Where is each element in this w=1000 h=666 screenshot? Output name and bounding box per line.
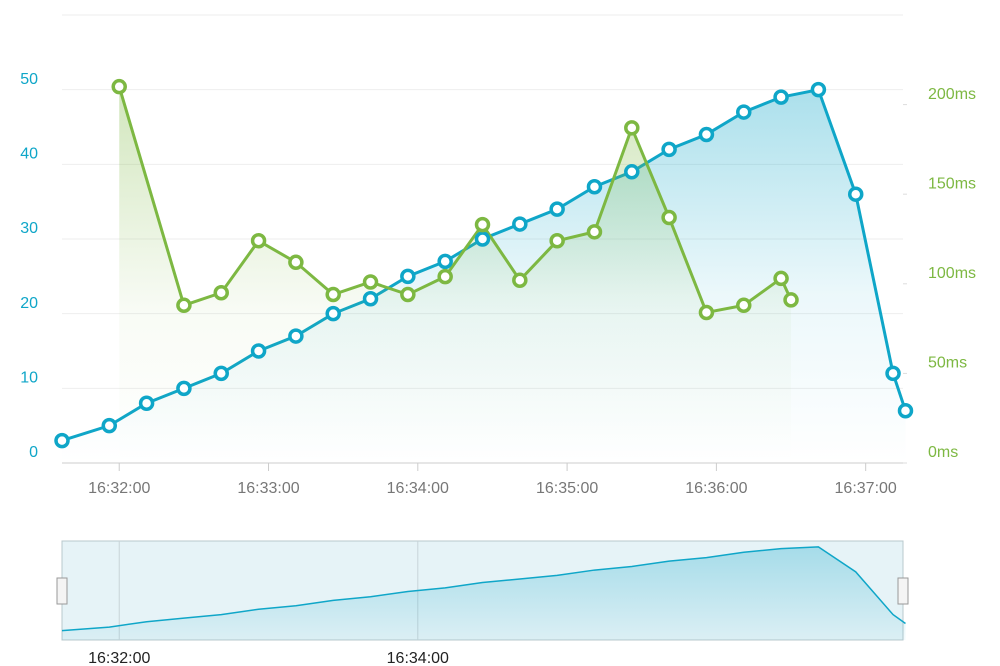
x-tick-label: 16:36:00 — [685, 480, 747, 497]
navigator-handle[interactable] — [897, 577, 909, 605]
y-tick-label: 40 — [20, 146, 38, 163]
point — [512, 272, 528, 288]
point — [213, 365, 229, 382]
navigator-tick-label: 16:34:00 — [387, 650, 449, 666]
point — [885, 365, 901, 382]
point — [362, 274, 379, 290]
y-tick-label: 0 — [29, 444, 38, 461]
point — [736, 297, 752, 314]
point — [512, 216, 528, 232]
y2-tick-label: 200ms — [928, 86, 976, 103]
point — [288, 254, 304, 271]
point — [288, 328, 304, 344]
point — [325, 305, 341, 322]
point — [400, 286, 416, 303]
point — [624, 164, 640, 180]
point — [54, 432, 70, 449]
x-tick-label: 16:35:00 — [536, 480, 598, 497]
x-tick-label: 16:34:00 — [387, 480, 449, 497]
point — [661, 209, 677, 226]
point — [325, 286, 341, 303]
y-tick-label: 50 — [20, 71, 38, 88]
point — [111, 78, 127, 95]
y2-tick-label: 100ms — [928, 265, 976, 282]
point — [810, 81, 827, 98]
navigator-handle[interactable] — [56, 577, 68, 605]
y2-tick-label: 50ms — [928, 355, 967, 372]
point — [176, 380, 192, 397]
y-tick-label: 10 — [20, 370, 38, 387]
point — [437, 253, 453, 270]
y-tick-label: 30 — [20, 220, 38, 237]
point — [736, 104, 752, 120]
point — [474, 216, 491, 233]
point — [773, 89, 789, 105]
point — [437, 268, 453, 285]
point — [400, 268, 416, 285]
navigator-tick-label: 16:32:00 — [88, 650, 150, 666]
point — [362, 290, 379, 307]
point — [661, 141, 677, 158]
point — [773, 270, 789, 287]
x-tick-label: 16:37:00 — [835, 480, 897, 497]
x-tick-label: 16:33:00 — [237, 480, 299, 497]
point — [897, 402, 914, 419]
x-tick-label: 16:32:00 — [88, 480, 150, 497]
point — [474, 231, 491, 247]
point — [549, 233, 565, 249]
series-area — [119, 86, 792, 464]
y-tick-label: 20 — [20, 295, 38, 312]
point — [250, 343, 267, 359]
point — [783, 292, 799, 308]
point — [586, 178, 603, 195]
point — [250, 233, 267, 249]
point — [698, 126, 715, 143]
navigator-line — [61, 546, 906, 632]
navigator-area — [62, 546, 906, 640]
point — [176, 297, 192, 314]
point — [847, 186, 864, 202]
point — [213, 285, 229, 301]
point — [698, 304, 715, 321]
point — [624, 120, 640, 136]
point — [138, 395, 155, 412]
y2-tick-label: 0ms — [928, 444, 958, 461]
point — [586, 224, 603, 240]
point — [549, 201, 565, 217]
y2-tick-label: 150ms — [928, 175, 976, 192]
point — [101, 417, 118, 434]
